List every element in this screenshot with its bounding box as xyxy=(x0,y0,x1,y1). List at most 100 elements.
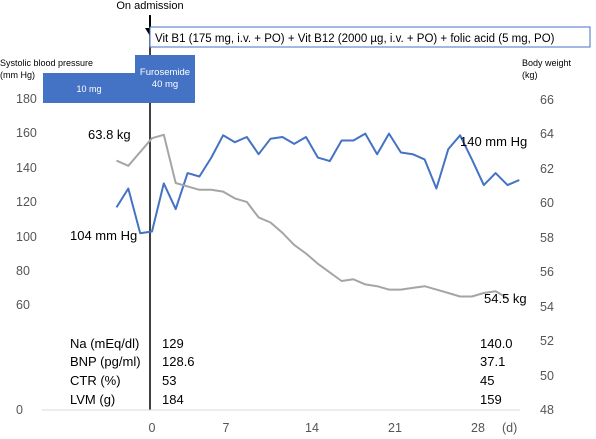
bw-start-label: 63.8 kg xyxy=(88,127,131,142)
body-weight-point xyxy=(376,285,378,287)
body-weight-point xyxy=(424,285,426,287)
blood-pressure-point xyxy=(352,140,354,142)
blood-pressure-point xyxy=(341,140,343,142)
body-weight-point xyxy=(246,201,248,203)
blood-pressure-point xyxy=(376,153,378,155)
y-right-tick: 64 xyxy=(540,127,554,141)
bp-start-label: 104 mm Hg xyxy=(70,228,137,243)
blood-pressure-point xyxy=(270,138,272,140)
y-left-label-line2: (mm Hg) xyxy=(0,70,35,80)
blood-pressure-point xyxy=(424,158,426,160)
y-right-label-line1: Body weight xyxy=(522,58,572,68)
y-left-tick: 120 xyxy=(16,195,37,209)
treatment-text: Vit B1 (175 mg, i.v. + PO) + Vit B12 (20… xyxy=(155,33,555,45)
blood-pressure-point xyxy=(483,184,485,186)
body-weight-point xyxy=(305,253,307,255)
body-weight-point xyxy=(116,160,118,162)
blood-pressure-point xyxy=(175,208,177,210)
series-points xyxy=(116,133,521,300)
blood-pressure-point xyxy=(495,172,497,174)
blood-pressure-point xyxy=(246,136,248,138)
body-weight-point xyxy=(412,287,414,289)
y-right-tick: 56 xyxy=(540,265,554,279)
dose-post-title: Furosemide xyxy=(140,67,190,78)
treatment-box xyxy=(149,26,591,48)
body-weight-point xyxy=(270,222,272,224)
blood-pressure-point xyxy=(388,133,390,135)
table-row-label: LVM (g) xyxy=(70,392,115,407)
table-row-day0: 53 xyxy=(162,373,176,388)
blood-pressure-point xyxy=(234,141,236,143)
body-weight-point xyxy=(151,137,153,139)
y-right-tick: 62 xyxy=(540,162,554,176)
bp-end-label: 140 mm Hg xyxy=(460,134,527,149)
body-weight-point xyxy=(388,289,390,291)
x-tick: 7 xyxy=(223,421,230,435)
bw-end-label: 54.5 kg xyxy=(484,291,527,306)
body-weight-point xyxy=(198,189,200,191)
series-line-body-weight xyxy=(116,133,509,300)
body-weight-point xyxy=(210,189,212,191)
y-right-tick: 50 xyxy=(540,369,554,383)
blood-pressure-point xyxy=(305,136,307,138)
y-left-label-line1: Systolic blood pressure xyxy=(0,58,93,68)
table-row-label: BNP (pg/ml) xyxy=(70,354,141,369)
body-weight-point xyxy=(127,165,129,167)
table-row-day28: 37.1 xyxy=(480,354,505,369)
body-weight-point xyxy=(471,296,473,298)
y-right-tick: 60 xyxy=(540,196,554,210)
body-weight-point xyxy=(163,134,165,136)
blood-pressure-point xyxy=(210,157,212,159)
body-weight-point xyxy=(459,296,461,298)
y-left-ticks: 0 60 80 100 120 140 160 180 xyxy=(16,92,37,417)
y-left-tick: 160 xyxy=(16,126,37,140)
body-weight-point xyxy=(447,292,449,294)
blood-pressure-point xyxy=(258,153,260,155)
blood-pressure-point xyxy=(281,136,283,138)
y-left-tick: 180 xyxy=(16,92,37,106)
table-row-label: CTR (%) xyxy=(70,373,121,388)
table-row-day0: 128.6 xyxy=(162,354,195,369)
body-weight-point xyxy=(435,289,437,291)
body-weight-point xyxy=(139,151,141,153)
table-row-day0: 184 xyxy=(162,392,184,407)
blood-pressure-point xyxy=(507,184,509,186)
table-row-day28: 159 xyxy=(480,392,502,407)
y-left-tick: 100 xyxy=(16,230,37,244)
y-left-tick: 140 xyxy=(16,161,37,175)
y-right-ticks: 48 50 52 54 56 58 60 62 64 66 xyxy=(540,93,554,417)
table-row-label: Na (mEq/dl) xyxy=(70,336,139,351)
dose-post-bar xyxy=(135,55,195,103)
body-weight-point xyxy=(317,263,319,265)
x-tick: 14 xyxy=(305,421,319,435)
body-weight-point xyxy=(352,278,354,280)
blood-pressure-point xyxy=(400,152,402,154)
table-row-day28: 140.0 xyxy=(480,336,513,351)
dose-pre-label: 10 mg xyxy=(76,84,101,94)
blood-pressure-point xyxy=(187,172,189,174)
blood-pressure-point xyxy=(471,158,473,160)
blood-pressure-point xyxy=(317,157,319,159)
x-tick: 0 xyxy=(149,421,156,435)
blood-pressure-point xyxy=(447,148,449,150)
blood-pressure-point xyxy=(435,188,437,190)
blood-pressure-point xyxy=(163,182,165,184)
body-weight-point xyxy=(175,182,177,184)
body-weight-point xyxy=(364,283,366,285)
body-weight-point xyxy=(341,280,343,282)
dose-post-label: 40 mg xyxy=(152,79,178,90)
body-weight-point xyxy=(281,232,283,234)
body-weight-point xyxy=(400,289,402,291)
y-right-tick: 58 xyxy=(540,231,554,245)
blood-pressure-point xyxy=(222,134,224,136)
blood-pressure-point xyxy=(364,133,366,135)
lab-table: Na (mEq/dl) 129 140.0 BNP (pg/ml) 128.6 … xyxy=(70,336,513,407)
body-weight-point xyxy=(329,271,331,273)
x-ticks: 0 7 14 21 28 xyxy=(149,421,485,435)
y-right-tick: 52 xyxy=(540,334,554,348)
blood-pressure-point xyxy=(329,160,331,162)
blood-pressure-point xyxy=(116,206,118,208)
y-right-label-line2: (kg) xyxy=(522,70,538,80)
